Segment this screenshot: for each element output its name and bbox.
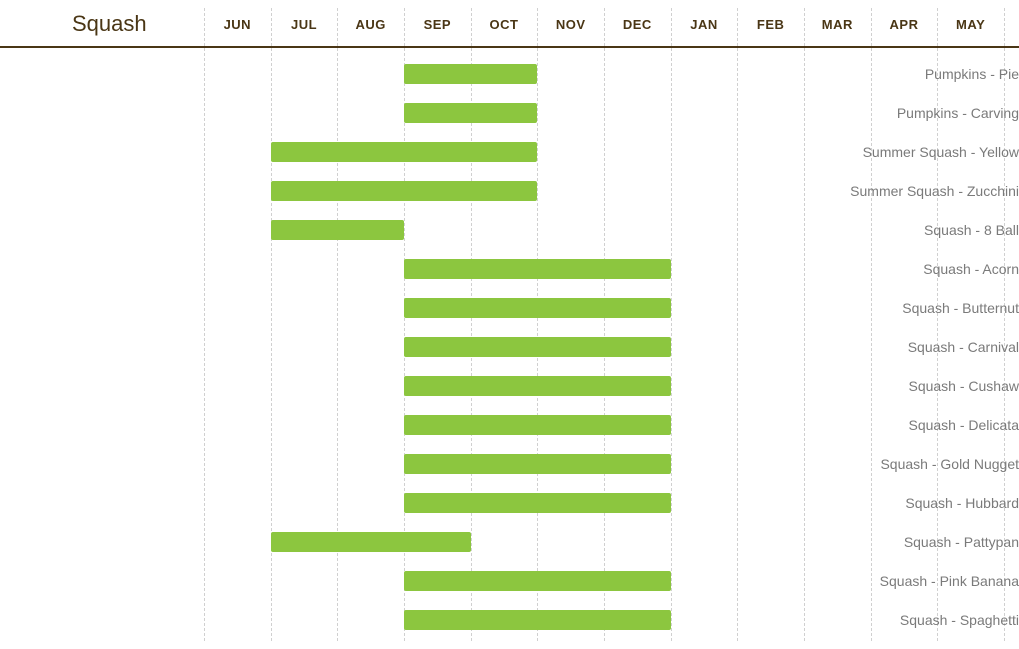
season-bar [404,610,671,630]
row-label: Squash - Carnival [823,337,1019,357]
month-label: JAN [684,17,724,32]
season-bar [404,493,671,513]
month-label: NOV [551,17,591,32]
season-bar [404,571,671,591]
row-label: Summer Squash - Zucchini [823,181,1019,201]
row-label: Squash - Cushaw [823,376,1019,396]
row-label: Squash - Gold Nugget [823,454,1019,474]
month-label: DEC [617,17,657,32]
season-bar [404,454,671,474]
season-bar [404,376,671,396]
gridline [604,8,605,641]
gridline [204,8,205,641]
season-bar [271,220,404,240]
season-bar [404,415,671,435]
season-bar [404,298,671,318]
month-label: MAR [817,17,857,32]
row-label: Squash - Pattypan [823,532,1019,552]
month-label: SEP [417,17,457,32]
row-label: Squash - Butternut [823,298,1019,318]
gridline [671,8,672,641]
month-label: APR [884,17,924,32]
season-bar [271,181,538,201]
month-label: JUL [284,17,324,32]
season-bar [404,64,537,84]
month-label: AUG [351,17,391,32]
row-label: Summer Squash - Yellow [823,142,1019,162]
season-bar [404,103,537,123]
row-label: Squash - Spaghetti [823,610,1019,630]
row-label: Squash - Pink Banana [823,571,1019,591]
month-label: FEB [751,17,791,32]
gridline [737,8,738,641]
season-bar [271,142,538,162]
month-label: JUN [217,17,257,32]
row-label: Squash - Acorn [823,259,1019,279]
chart-title: Squash [72,11,147,37]
squash-season-chart: Squash JUN JUL AUG SEP OCT NOV DEC JAN FEB MAR APR… [0,0,1019,649]
month-label: MAY [951,17,991,32]
row-label: Pumpkins - Pie [823,64,1019,84]
season-bar [271,532,471,552]
season-bar [404,337,671,357]
gridline [537,8,538,641]
month-label: OCT [484,17,524,32]
row-label: Squash - Delicata [823,415,1019,435]
row-label: Pumpkins - Carving [823,103,1019,123]
chart-header: Squash JUN JUL AUG SEP OCT NOV DEC JAN FEB MAR APR… [0,0,1019,48]
row-label: Squash - 8 Ball [823,220,1019,240]
season-bar [404,259,671,279]
gridline [804,8,805,641]
row-label: Squash - Hubbard [823,493,1019,513]
